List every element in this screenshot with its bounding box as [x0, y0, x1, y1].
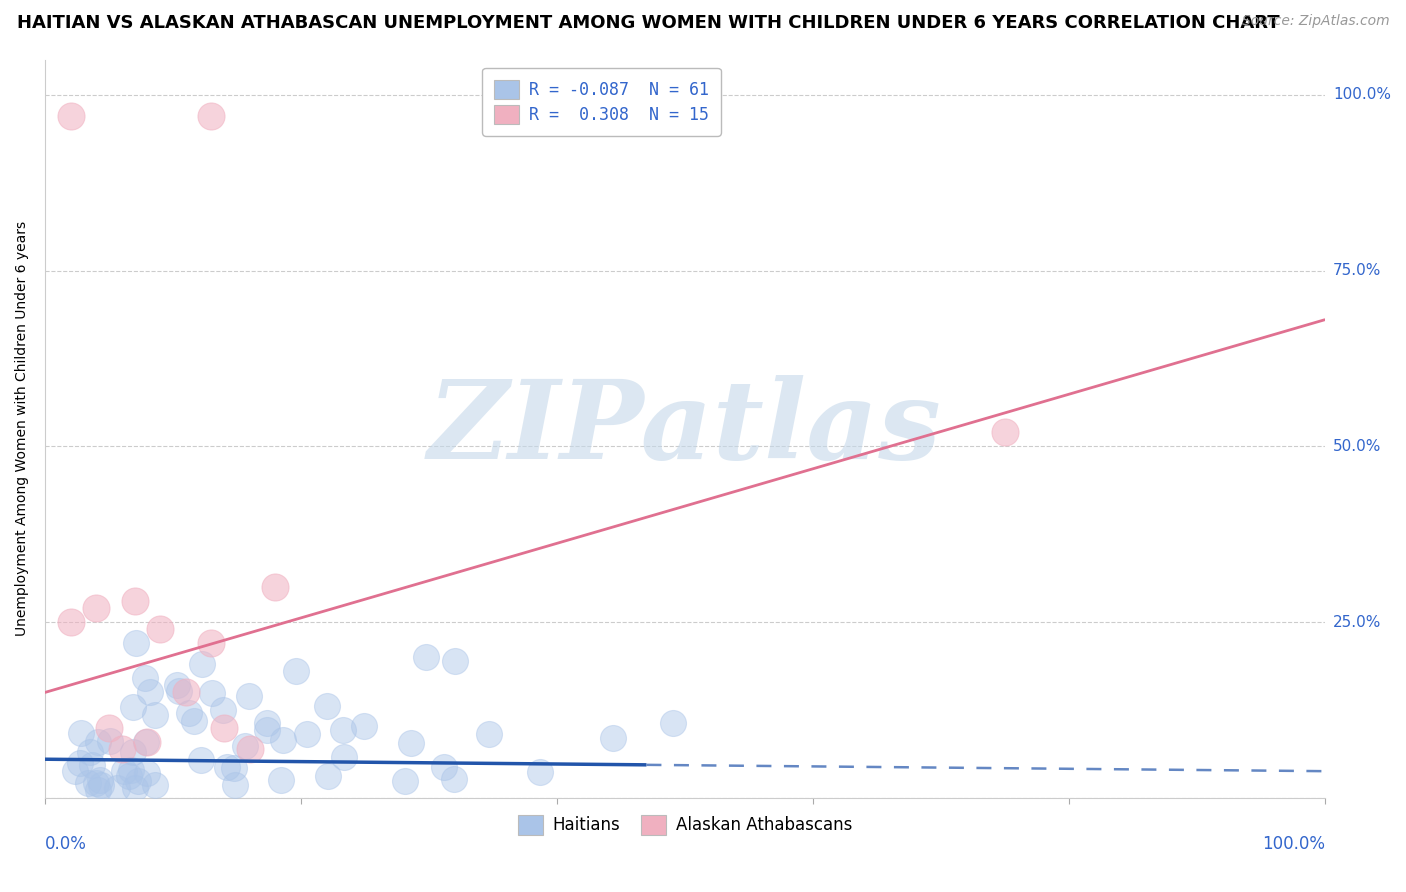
- Point: [124, 780, 146, 795]
- Text: ZIPatlas: ZIPatlas: [427, 375, 942, 483]
- Point: [77, 776, 100, 790]
- Point: [127, 774, 149, 789]
- Point: [200, 109, 222, 123]
- Point: [316, 769, 339, 783]
- Text: 50.0%: 50.0%: [1333, 439, 1381, 454]
- Point: [80, 757, 103, 772]
- Point: [315, 699, 337, 714]
- Point: [166, 678, 188, 692]
- Text: 100.0%: 100.0%: [1333, 87, 1391, 103]
- Point: [332, 750, 354, 764]
- Point: [415, 650, 437, 665]
- Text: HAITIAN VS ALASKAN ATHABASCAN UNEMPLOYMENT AMONG WOMEN WITH CHILDREN UNDER 6 YEA: HAITIAN VS ALASKAN ATHABASCAN UNEMPLOYME…: [17, 14, 1279, 32]
- Point: [177, 706, 200, 720]
- Point: [238, 690, 260, 704]
- Point: [662, 716, 685, 731]
- Point: [224, 761, 246, 775]
- Point: [87, 734, 110, 748]
- Point: [295, 727, 318, 741]
- Point: [399, 735, 422, 749]
- Point: [353, 719, 375, 733]
- Point: [215, 759, 238, 773]
- Point: [98, 734, 121, 748]
- Point: [79, 746, 101, 760]
- Text: 0.0%: 0.0%: [45, 835, 87, 853]
- Point: [256, 723, 278, 738]
- Point: [118, 769, 141, 783]
- Point: [444, 654, 467, 668]
- Point: [134, 671, 156, 685]
- Point: [105, 780, 128, 795]
- Point: [602, 731, 624, 745]
- Point: [112, 764, 135, 778]
- Point: [270, 772, 292, 787]
- Point: [124, 594, 146, 608]
- Point: [59, 109, 82, 123]
- Point: [174, 685, 197, 699]
- Point: [169, 683, 191, 698]
- Point: [120, 763, 142, 777]
- Point: [433, 760, 456, 774]
- Point: [97, 721, 120, 735]
- Point: [256, 716, 278, 731]
- Point: [89, 772, 111, 787]
- Point: [111, 741, 134, 756]
- Point: [183, 714, 205, 728]
- Point: [200, 636, 222, 650]
- Point: [121, 700, 143, 714]
- Point: [69, 726, 91, 740]
- Point: [139, 684, 162, 698]
- Point: [529, 765, 551, 780]
- Point: [201, 686, 224, 700]
- Text: Source: ZipAtlas.com: Source: ZipAtlas.com: [1241, 14, 1389, 29]
- Point: [284, 665, 307, 679]
- Point: [224, 778, 246, 792]
- Text: 75.0%: 75.0%: [1333, 263, 1381, 278]
- Legend: Haitians, Alaskan Athabascans: Haitians, Alaskan Athabascans: [512, 809, 859, 841]
- Point: [143, 778, 166, 792]
- Point: [136, 734, 159, 748]
- Point: [90, 778, 112, 792]
- Point: [264, 580, 287, 594]
- Point: [190, 753, 212, 767]
- Point: [84, 601, 107, 615]
- Point: [478, 727, 501, 741]
- Point: [125, 636, 148, 650]
- Point: [136, 766, 159, 780]
- Point: [443, 772, 465, 786]
- Point: [994, 425, 1017, 440]
- Point: [122, 745, 145, 759]
- Point: [332, 723, 354, 737]
- Point: [86, 783, 108, 797]
- Text: 100.0%: 100.0%: [1261, 835, 1324, 853]
- Point: [212, 721, 235, 735]
- Point: [149, 622, 172, 636]
- Point: [233, 739, 256, 754]
- Point: [212, 703, 235, 717]
- Point: [69, 756, 91, 771]
- Point: [191, 657, 214, 672]
- Point: [271, 732, 294, 747]
- Point: [394, 774, 416, 789]
- Point: [239, 741, 262, 756]
- Point: [143, 708, 166, 723]
- Text: 25.0%: 25.0%: [1333, 615, 1381, 630]
- Point: [135, 734, 157, 748]
- Point: [84, 775, 107, 789]
- Y-axis label: Unemployment Among Women with Children Under 6 years: Unemployment Among Women with Children U…: [15, 221, 30, 636]
- Point: [59, 615, 82, 629]
- Point: [63, 764, 86, 779]
